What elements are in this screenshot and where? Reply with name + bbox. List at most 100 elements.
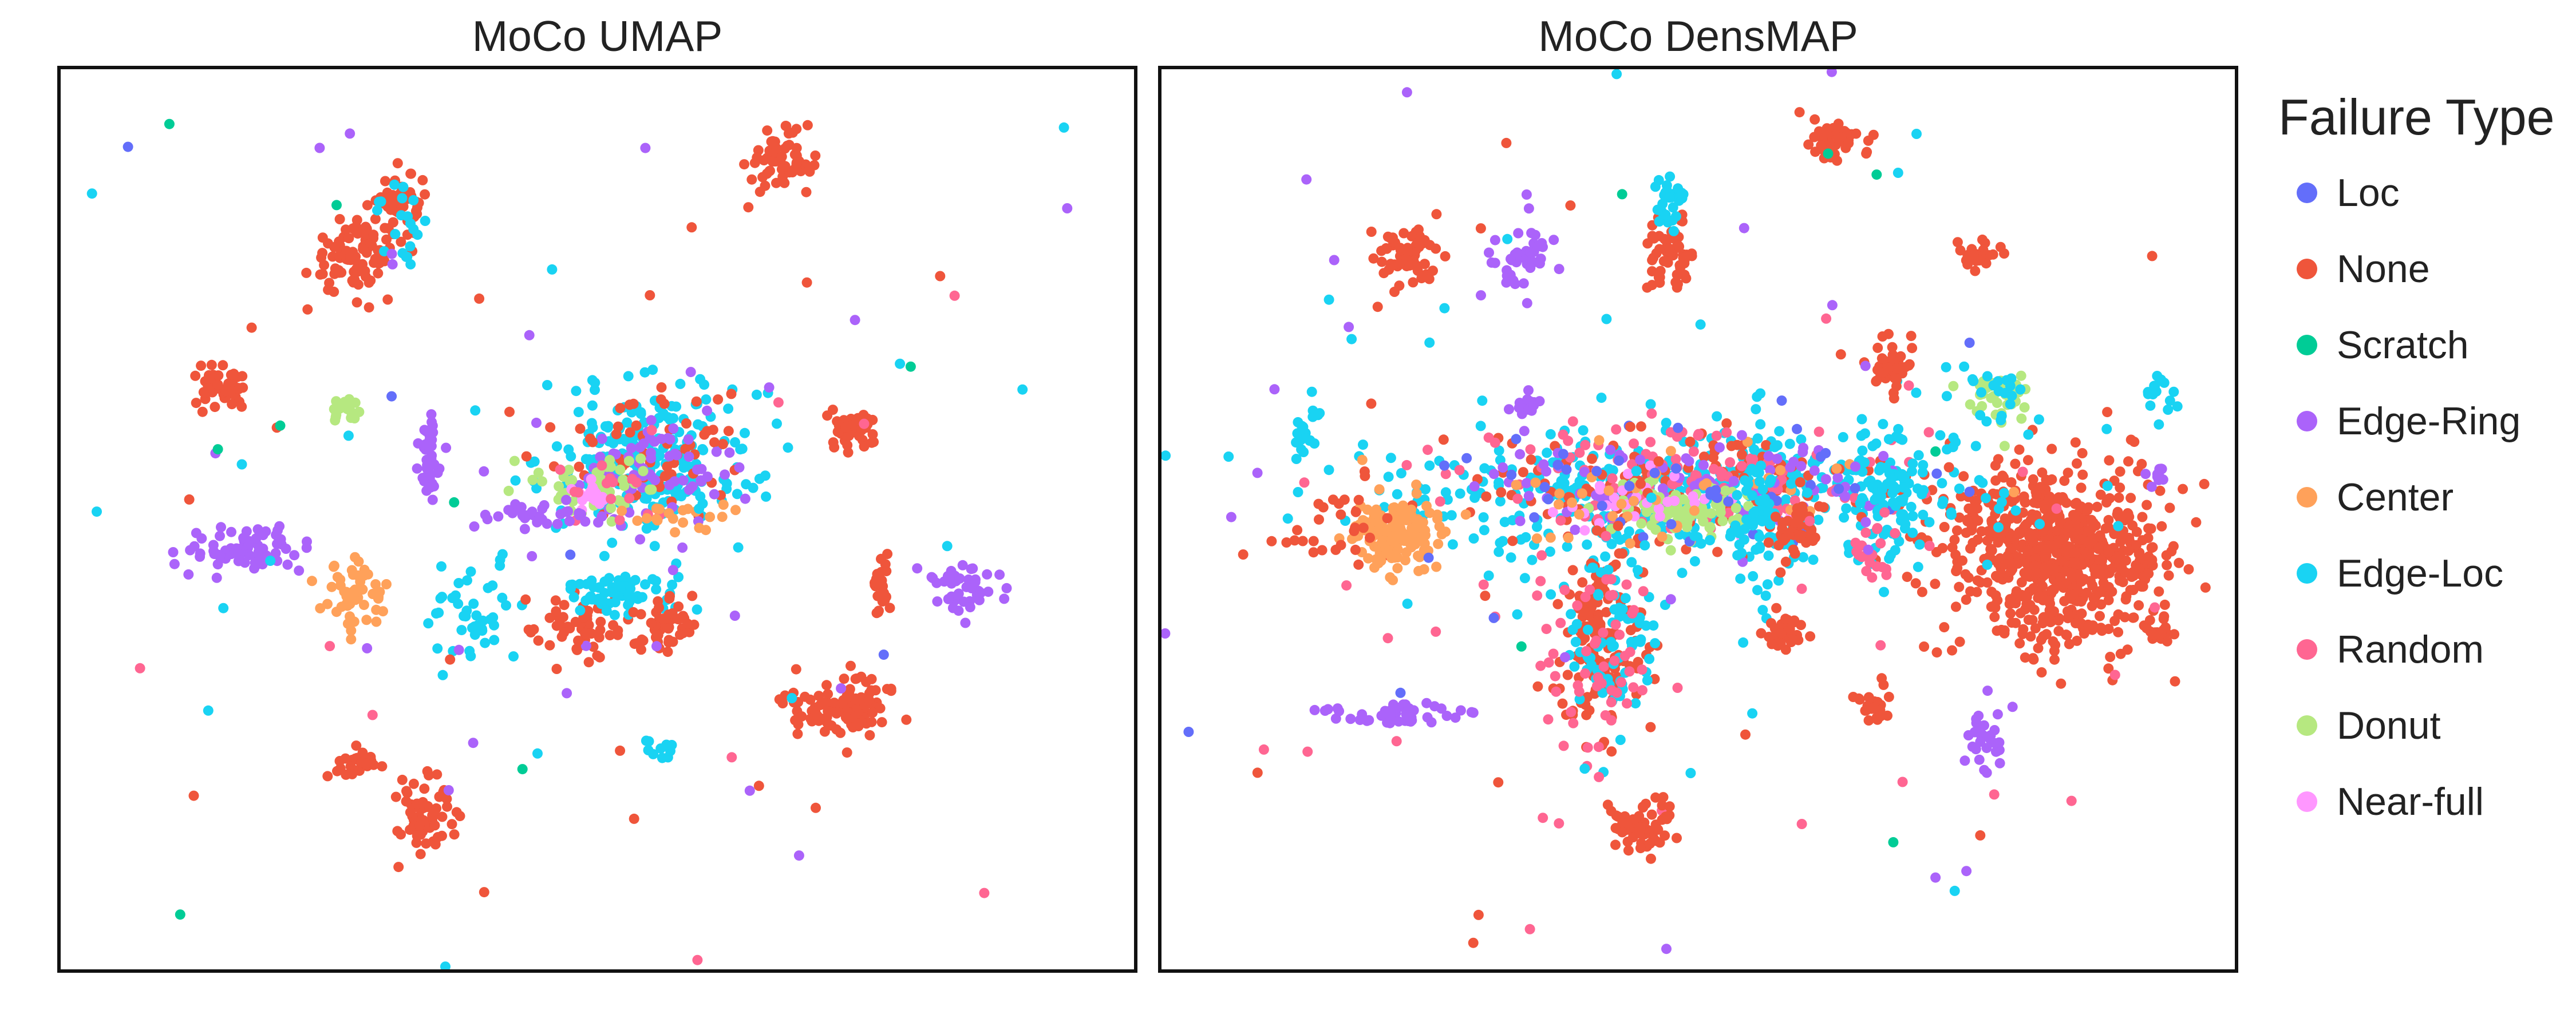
data-point-loc (1649, 468, 1660, 478)
data-point-donut (606, 516, 617, 527)
data-point-edge-loc (1601, 314, 1612, 324)
data-point-edge-loc (456, 625, 467, 636)
data-point-none (1587, 453, 1597, 464)
data-point-none (347, 223, 358, 234)
data-point-edge-ring (503, 505, 514, 516)
data-point-none (592, 650, 603, 661)
data-point-none (1660, 830, 1670, 841)
data-point-edge-loc (1755, 496, 1765, 506)
data-point-none (1903, 360, 1914, 371)
legend-label: Scratch (2337, 323, 2469, 367)
data-point-none (1252, 767, 1263, 778)
data-point-none (2105, 652, 2116, 662)
data-point-edge-loc (1802, 488, 1813, 498)
data-point-none (2017, 629, 2028, 639)
data-point-edge-ring (1785, 462, 1796, 473)
data-point-edge-loc (1769, 442, 1780, 453)
data-point-edge-ring (1840, 491, 1851, 502)
data-point-none (1990, 475, 2001, 486)
data-point-random (1594, 771, 1605, 782)
data-point-edge-loc (574, 579, 585, 589)
data-point-center (641, 513, 652, 524)
data-point-donut (503, 485, 514, 496)
data-point-loc (1183, 727, 1194, 737)
data-point-random (1598, 661, 1609, 672)
data-point-edge-ring (1579, 466, 1590, 477)
data-point-none (901, 714, 912, 725)
data-point-edge-ring (667, 565, 678, 576)
data-point-none (689, 619, 700, 630)
data-point-loc (1673, 422, 1684, 433)
data-point-none (624, 399, 635, 410)
data-point-donut (537, 476, 547, 487)
data-point-none (1803, 139, 1814, 150)
data-point-none (1416, 273, 1427, 284)
data-point-edge-ring (1820, 474, 1831, 485)
data-point-edge-loc (1757, 605, 1768, 616)
data-point-edge-loc (1017, 384, 1028, 395)
data-point-none (366, 240, 377, 251)
data-point-edge-ring (428, 427, 438, 438)
data-point-edge-ring (345, 128, 355, 139)
data-point-none (317, 268, 328, 279)
data-point-edge-loc (1876, 484, 1887, 495)
data-point-edge-loc (678, 462, 689, 473)
data-point-none (1431, 243, 1441, 254)
data-point-none (1408, 277, 1419, 288)
data-point-none (521, 451, 532, 462)
data-point-scratch (1516, 641, 1527, 652)
data-point-donut (615, 496, 626, 507)
data-point-none (674, 629, 685, 640)
data-point-random (1804, 516, 1815, 526)
data-point-random (1423, 445, 1433, 455)
data-point-random (1593, 672, 1603, 683)
data-point-near-full (585, 486, 596, 497)
data-point-edge-loc (1650, 181, 1661, 192)
legend-item-random: Random (2278, 611, 2570, 687)
data-point-edge-loc (1282, 513, 1293, 524)
data-point-none (392, 158, 403, 169)
data-point-none (2123, 545, 2134, 556)
data-point-edge-loc (599, 550, 610, 561)
data-point-random (1554, 818, 1564, 829)
data-point-random (1593, 742, 1604, 752)
data-point-none (2079, 574, 2089, 585)
data-point-edge-ring (539, 500, 550, 510)
data-point-random (325, 641, 335, 652)
data-point-none (1771, 603, 1782, 613)
data-point-donut (1698, 516, 1709, 527)
data-point-none (792, 728, 803, 739)
data-point-edge-ring (524, 330, 535, 340)
data-point-edge-ring (702, 472, 713, 482)
data-point-edge-loc (1894, 536, 1905, 547)
data-point-random (2066, 795, 2077, 806)
data-point-edge-ring (702, 405, 713, 416)
data-point-edge-ring (912, 563, 923, 574)
data-point-none (449, 829, 460, 840)
data-point-none (2022, 455, 2033, 466)
data-point-edge-ring (596, 433, 607, 444)
data-point-none (2010, 458, 2021, 469)
data-point-none (2056, 678, 2067, 689)
data-point-edge-ring (1385, 718, 1396, 728)
data-point-edge-ring (683, 434, 694, 445)
data-point-none (406, 168, 416, 179)
data-point-none (2087, 537, 2097, 547)
data-point-edge-loc (531, 483, 542, 494)
data-point-none (2081, 549, 2092, 560)
data-point-none (1795, 477, 1805, 488)
data-point-edge-loc (594, 583, 605, 593)
data-point-edge-loc (1950, 437, 1961, 447)
data-point-none (2048, 563, 2059, 573)
data-point-none (572, 644, 583, 655)
legend-item-center: Center (2278, 459, 2570, 535)
data-point-none (1773, 540, 1784, 550)
data-point-edge-loc (480, 637, 491, 648)
data-point-edge-loc (568, 592, 579, 603)
data-point-edge-ring (994, 569, 1005, 580)
data-point-edge-loc (510, 475, 521, 486)
data-point-edge-loc (1446, 510, 1457, 521)
data-point-edge-ring (593, 517, 603, 528)
data-point-none (1963, 503, 1974, 514)
data-point-none (1659, 233, 1670, 244)
